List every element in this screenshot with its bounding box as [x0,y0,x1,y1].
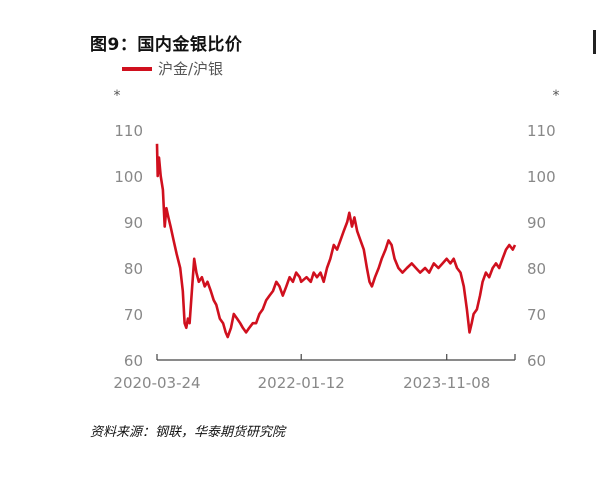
y-unit-left: * [114,88,121,104]
y-tick-label-left-1: 70 [124,306,143,324]
y-tick-label-right-4: 100 [527,168,556,186]
y-tick-label-left-5: 110 [114,122,143,140]
x-tick-label-2: 2023-11-08 [403,374,490,392]
y-tick-label-left-4: 100 [114,168,143,186]
y-unit-right: * [553,88,560,104]
legend: 沪金/沪银 [122,58,223,79]
y-tick-label-left-3: 90 [124,214,143,232]
y-tick-label-left-2: 80 [124,260,143,278]
y-tick-label-right-2: 80 [527,260,546,278]
y-tick-label-right-0: 60 [527,352,546,370]
x-tick-label-1: 2022-01-12 [258,374,345,392]
chart-title: 图9：国内金银比价 [90,35,243,55]
y-tick-label-right-5: 110 [527,122,556,140]
source-note: 资料来源：钢联，华泰期货研究院 [90,425,286,440]
legend-swatch [122,66,152,71]
adjacent-figure-edge [593,30,599,54]
x-tick-label-0: 2020-03-24 [113,374,200,392]
legend-label: 沪金/沪银 [158,60,224,78]
y-tick-label-right-1: 70 [527,306,546,324]
y-tick-label-right-3: 90 [527,214,546,232]
y-tick-label-left-0: 60 [124,352,143,370]
series-line-0 [155,143,517,339]
